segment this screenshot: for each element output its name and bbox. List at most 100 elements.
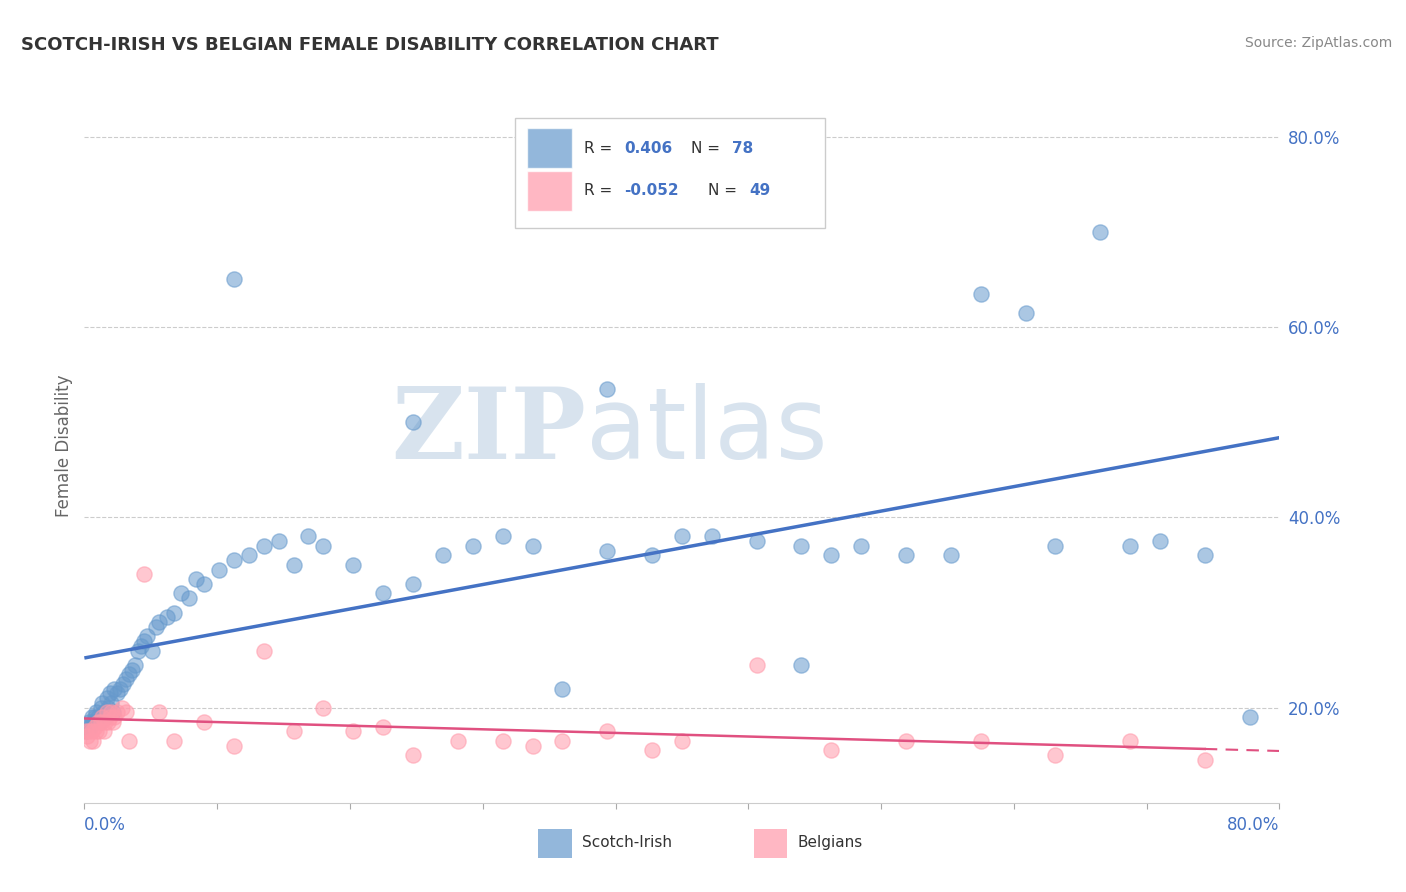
Point <box>105 706 128 720</box>
Point <box>641 743 664 757</box>
Point <box>671 734 693 748</box>
Point <box>894 734 917 748</box>
Text: N =: N = <box>692 141 725 155</box>
Point <box>283 724 305 739</box>
Y-axis label: Female Disability: Female Disability <box>55 375 73 517</box>
Point <box>222 739 245 753</box>
Point <box>641 549 664 563</box>
Point <box>145 620 167 634</box>
Point <box>132 634 156 648</box>
Point <box>461 539 484 553</box>
Point <box>115 706 138 720</box>
Point <box>894 549 917 563</box>
Point <box>141 643 163 657</box>
Point <box>253 643 276 657</box>
Point <box>551 681 574 696</box>
Point <box>89 714 111 729</box>
Point <box>222 272 245 286</box>
Point <box>1090 225 1112 239</box>
Point <box>148 615 170 629</box>
Point <box>939 549 962 563</box>
Point <box>77 714 100 729</box>
Point <box>745 657 768 672</box>
Point <box>82 714 104 729</box>
Point <box>402 748 425 763</box>
Point <box>105 686 128 700</box>
Text: 0.0%: 0.0% <box>84 816 127 834</box>
Point <box>115 672 138 686</box>
Point <box>91 710 114 724</box>
Text: Scotch-Irish: Scotch-Irish <box>582 835 672 849</box>
Point <box>492 529 515 543</box>
Point <box>118 734 141 748</box>
Point <box>820 743 842 757</box>
Point <box>851 539 873 553</box>
Point <box>132 567 156 582</box>
Point <box>86 724 108 739</box>
Text: 78: 78 <box>733 141 754 155</box>
FancyBboxPatch shape <box>515 118 825 228</box>
Point <box>402 577 425 591</box>
Point <box>970 286 993 301</box>
Point <box>312 700 335 714</box>
Point <box>124 657 146 672</box>
Point <box>312 539 335 553</box>
Point <box>87 714 110 729</box>
Point <box>96 706 118 720</box>
Point <box>94 714 117 729</box>
Point <box>80 710 103 724</box>
Point <box>1045 539 1067 553</box>
Point <box>193 714 215 729</box>
Point <box>522 539 544 553</box>
Point <box>373 720 395 734</box>
Point <box>136 629 159 643</box>
Point <box>91 696 114 710</box>
Point <box>970 734 993 748</box>
Point <box>790 657 813 672</box>
Point <box>208 563 231 577</box>
Point <box>186 572 208 586</box>
Point <box>373 586 395 600</box>
Point <box>93 706 115 720</box>
Point <box>222 553 245 567</box>
Bar <box>527 128 572 168</box>
Point <box>79 720 101 734</box>
Point <box>820 549 842 563</box>
Text: Source: ZipAtlas.com: Source: ZipAtlas.com <box>1244 36 1392 50</box>
Point <box>170 586 193 600</box>
Point <box>163 734 186 748</box>
Point <box>193 577 215 591</box>
Point <box>551 734 574 748</box>
Point <box>447 734 470 748</box>
Point <box>97 700 120 714</box>
Point <box>121 663 143 677</box>
Point <box>253 539 276 553</box>
Point <box>75 724 97 739</box>
Point <box>1119 734 1142 748</box>
Point <box>1194 753 1216 767</box>
Point <box>86 706 108 720</box>
Point <box>127 643 149 657</box>
Point <box>238 549 260 563</box>
Point <box>342 724 364 739</box>
Text: 80.0%: 80.0% <box>1227 816 1279 834</box>
Point <box>76 729 98 743</box>
Point <box>596 543 619 558</box>
Point <box>283 558 305 572</box>
Point <box>98 686 121 700</box>
Point <box>110 681 132 696</box>
Point <box>745 534 768 549</box>
Point <box>596 724 619 739</box>
Point <box>101 714 124 729</box>
Point <box>98 710 121 724</box>
Point <box>76 720 98 734</box>
Point <box>177 591 200 606</box>
Text: ZIP: ZIP <box>391 384 586 480</box>
Point <box>1239 710 1261 724</box>
Point <box>90 700 112 714</box>
Point <box>148 706 170 720</box>
Point <box>163 606 186 620</box>
Point <box>342 558 364 572</box>
Point <box>1119 539 1142 553</box>
Point <box>790 539 813 553</box>
